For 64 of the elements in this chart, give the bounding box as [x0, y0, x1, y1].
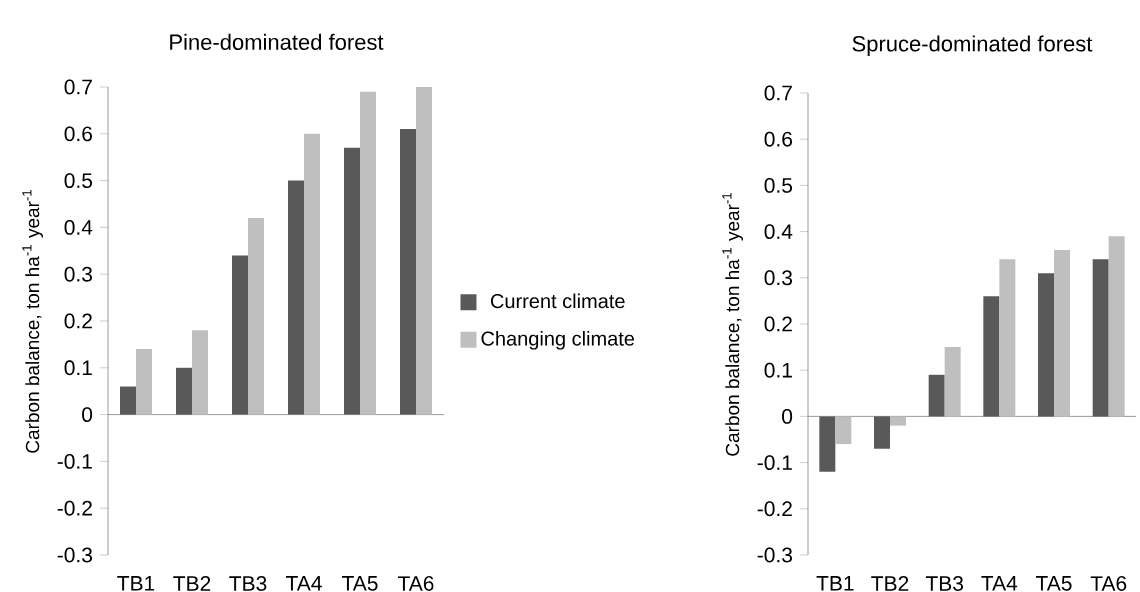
bar: [416, 87, 433, 415]
bar: [120, 386, 137, 415]
y-tick-label: 0.3: [764, 270, 793, 286]
y-tick-label: -0.3: [57, 547, 93, 563]
chart-title: Spruce-dominated forest: [852, 35, 1093, 56]
bar: [360, 91, 376, 415]
x-tick-label: TB2: [173, 576, 211, 591]
x-tick-label: TA5: [1036, 576, 1072, 591]
x-tick-label: TA4: [286, 576, 322, 591]
chart-title: Pine-dominated forest: [170, 33, 384, 50]
y-tick-label: -0.3: [757, 547, 793, 563]
bar: [400, 129, 416, 415]
x-tick-label: TA5: [342, 576, 378, 591]
x-tick-label: TA6: [1090, 576, 1127, 591]
bar: [999, 259, 1016, 417]
y-tick-label: -0.1: [57, 453, 92, 469]
x-tick-label: TB1: [816, 576, 854, 591]
y-tick-label: -0.1: [757, 455, 792, 471]
y-tick-label: 0: [82, 407, 93, 423]
bar: [192, 330, 209, 415]
x-tick-label: TB3: [229, 576, 267, 591]
y-axis-title: Carbon balance, ton ha$^{-1}$ year$^{-1}$: [722, 192, 744, 456]
bar: [874, 416, 891, 449]
x-tick-label: TA4: [981, 576, 1018, 591]
y-tick-label: 0.6: [64, 126, 93, 142]
y-axis-title: Carbon balance, ton ha$^{-1}$ year$^{-1}$: [22, 189, 44, 453]
bar: [1092, 259, 1109, 417]
y-tick-label: 0.4: [764, 224, 793, 240]
bar: [1038, 273, 1054, 417]
y-tick-label: 0.7: [764, 85, 792, 101]
bar: [136, 349, 152, 415]
bar: [983, 296, 1000, 417]
bar: [1108, 236, 1125, 417]
x-tick-label: TB2: [871, 576, 909, 591]
x-tick-label: TA6: [398, 576, 434, 591]
y-tick-label: 0.5: [764, 177, 793, 193]
y-tick-label: 0: [782, 408, 793, 424]
y-tick-label: 0.3: [64, 266, 93, 282]
bar: [344, 147, 360, 415]
bar: [304, 133, 320, 415]
bar: [232, 255, 248, 415]
legend-label: Changing climate: [481, 330, 635, 350]
x-tick-label: TB1: [117, 576, 155, 591]
bar: [819, 416, 836, 472]
bar: [1054, 250, 1071, 417]
bar: [944, 347, 961, 417]
y-tick-label: 0.4: [64, 219, 93, 235]
y-tick-label: 0.6: [764, 131, 793, 147]
y-tick-label: -0.2: [57, 500, 92, 516]
y-tick-label: 0.5: [64, 173, 93, 189]
bar: [176, 367, 192, 415]
y-tick-label: -0.2: [757, 501, 792, 517]
bar: [928, 374, 945, 417]
bar: [890, 416, 907, 426]
bar: [835, 416, 852, 445]
bar: [288, 180, 305, 415]
y-tick-label: 0.7: [64, 79, 92, 95]
y-tick-label: 0.2: [764, 316, 792, 332]
bar: [248, 218, 265, 415]
legend-label: Current climate: [490, 293, 625, 309]
x-tick-label: TB3: [925, 576, 964, 591]
y-tick-label: 0.1: [64, 360, 92, 376]
y-tick-label: 0.1: [764, 362, 792, 378]
y-tick-label: 0.2: [64, 313, 92, 329]
